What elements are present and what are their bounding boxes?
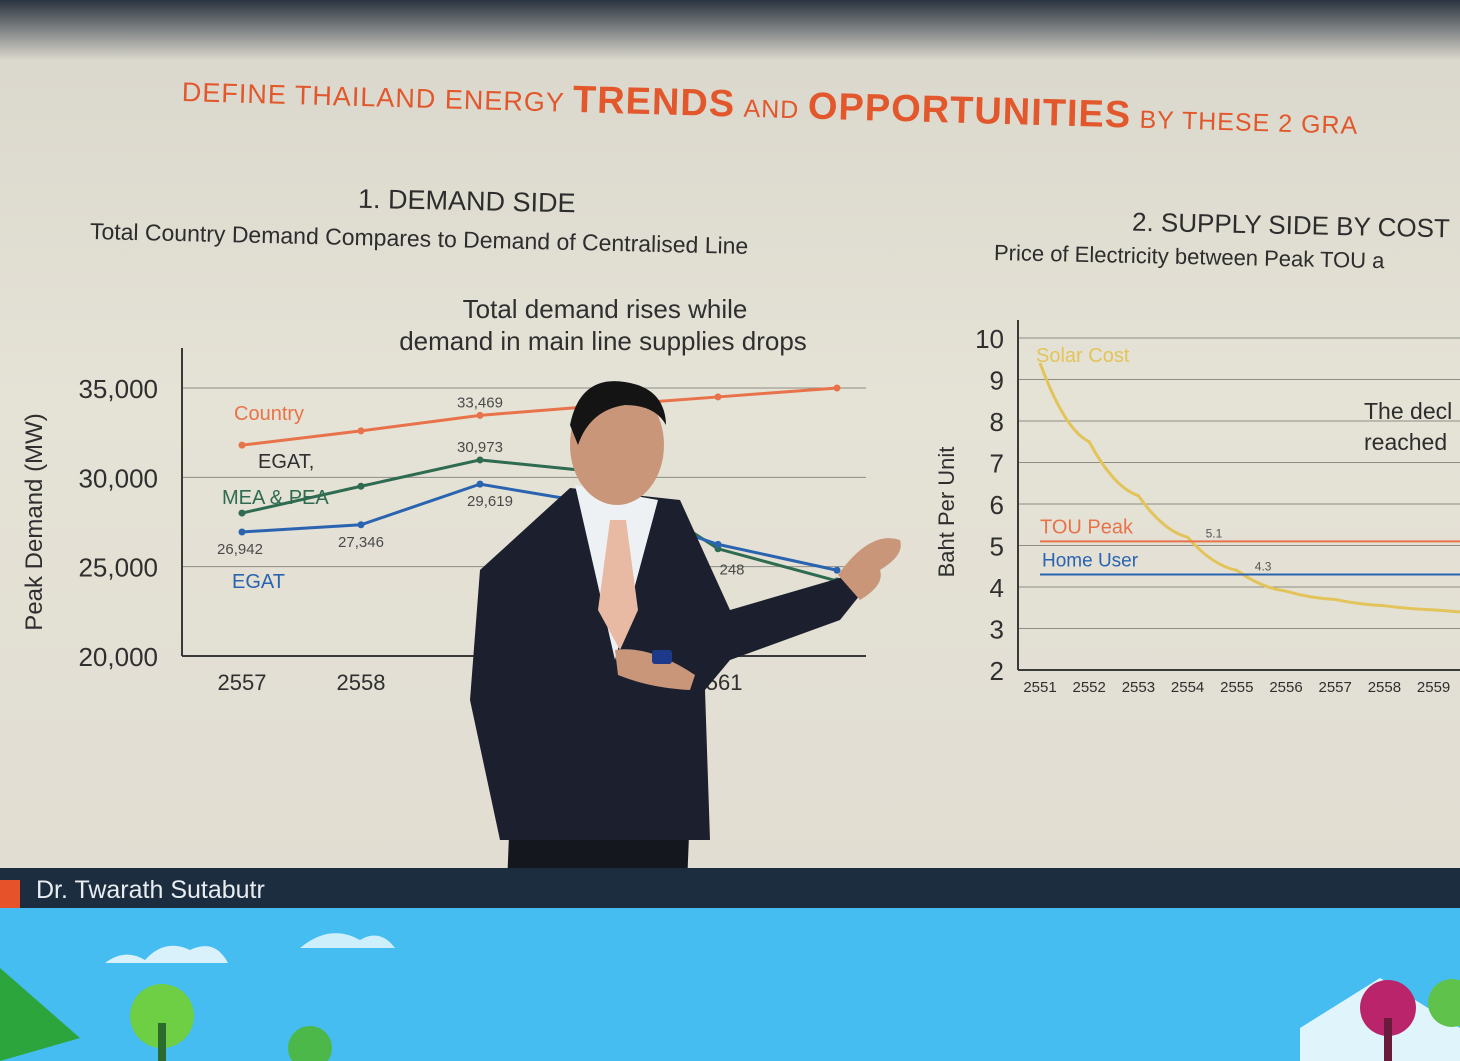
demand-data-label: 27,346 xyxy=(338,534,384,551)
supply-x-tick: 2559 xyxy=(1417,679,1450,696)
legend-egat: EGAT xyxy=(232,571,285,593)
supply-y-tick: 8 xyxy=(990,407,1004,437)
demand-point xyxy=(357,482,365,490)
headline-part5: BY THESE 2 GRA xyxy=(1139,105,1359,140)
supply-x-tick: 2558 xyxy=(1368,679,1401,696)
supply-x-tick: 2555 xyxy=(1220,679,1253,696)
supply-x-tick: 2552 xyxy=(1073,679,1106,696)
footer-tree-4 xyxy=(1428,979,1460,1027)
headline-trends: TRENDS xyxy=(572,78,736,126)
demand-y-tick: 35,000 xyxy=(78,374,158,404)
supply-chart: 2 3 4 5 6 7 8 9 10 2551 2552 2553 2554 2555 2556 2557 25… xyxy=(934,320,1460,696)
footer-hill-left xyxy=(0,968,80,1061)
presenter-left-hand xyxy=(615,649,695,690)
demand-series-line xyxy=(241,482,838,572)
supply-y-tick: 6 xyxy=(990,490,1004,520)
presenter-hair xyxy=(570,381,666,445)
footer-tree-2 xyxy=(288,1026,332,1061)
headline-opportunities: OPPORTUNITIES xyxy=(807,85,1132,137)
footer-cloud-left xyxy=(105,945,228,963)
projection-screen xyxy=(0,0,1460,880)
demand-y-tick: 30,000 xyxy=(78,463,158,493)
supply-note-line2: reached xyxy=(1364,429,1448,455)
demand-series-line xyxy=(241,458,838,583)
demand-series-line xyxy=(241,386,838,447)
demand-point xyxy=(476,480,484,488)
slide-number-badge xyxy=(0,880,20,910)
supply-x-tick: 2553 xyxy=(1122,679,1155,696)
supply-data-label: 4.3 xyxy=(1255,560,1272,574)
footer-illustration xyxy=(0,908,1460,1061)
headline-part1: DEFINE THAILAND ENERGY xyxy=(181,77,565,118)
supply-x-tick: 2551 xyxy=(1023,679,1056,696)
legend-mea-pea: MEA & PEA xyxy=(222,487,329,509)
footer-sky xyxy=(0,908,1460,1061)
legend-tou-peak: TOU Peak xyxy=(1040,516,1134,538)
demand-data-label: 30,973 xyxy=(457,439,503,456)
demand-callout-line2: demand in main line supplies drops xyxy=(399,326,807,356)
demand-point xyxy=(238,509,246,517)
demand-data-label: 29,619 xyxy=(467,493,513,510)
supply-y-tick: 5 xyxy=(990,532,1004,562)
demand-data-label: 248 xyxy=(719,561,744,578)
headline-and: AND xyxy=(743,94,800,125)
presenter-right-hand xyxy=(838,538,901,600)
demand-data-label: 26,942 xyxy=(217,541,263,558)
demand-point xyxy=(714,540,722,548)
supply-y-tick: 3 xyxy=(990,615,1004,645)
legend-egat-line1: EGAT, xyxy=(258,451,314,473)
demand-y-axis-label: Peak Demand (MW) xyxy=(21,413,48,630)
demand-point xyxy=(238,528,246,536)
legend-solar-cost: Solar Cost xyxy=(1036,345,1130,367)
speaker-name: Dr. Twarath Sutabutr xyxy=(36,876,265,904)
demand-point xyxy=(238,441,246,449)
screen-top-shadow xyxy=(0,0,1460,60)
footer-cloud-mid xyxy=(300,933,395,948)
supply-y-tick: 10 xyxy=(975,324,1004,354)
demand-point xyxy=(357,521,365,529)
demand-data-label: 33,469 xyxy=(457,394,503,411)
supply-y-tick: 2 xyxy=(990,656,1004,686)
demand-point xyxy=(833,566,841,574)
footer-tree-3 xyxy=(1360,980,1416,1036)
demand-point xyxy=(357,427,365,435)
demand-x-tick: 2557 xyxy=(218,670,267,695)
presenter-tie xyxy=(598,520,638,650)
footer-trunk-1 xyxy=(158,1023,166,1061)
legend-home-user: Home User xyxy=(1042,551,1139,572)
legend-country: Country xyxy=(234,403,304,425)
supply-x-tick: 2556 xyxy=(1269,679,1302,696)
supply-x-tick: 2557 xyxy=(1319,679,1352,696)
demand-heading: 1. DEMAND SIDE xyxy=(357,183,576,219)
footer-bar xyxy=(0,868,1460,908)
demand-callout-line1: Total demand rises while xyxy=(463,294,748,324)
supply-data-label: 5.1 xyxy=(1206,526,1223,540)
supply-heading: 2. SUPPLY SIDE BY COST xyxy=(1131,206,1451,244)
presenter-clicker xyxy=(652,650,672,664)
supply-y-axis-label: Baht Per Unit xyxy=(934,447,959,578)
demand-point xyxy=(833,384,841,392)
demand-y-tick: 25,000 xyxy=(78,553,158,583)
demand-point xyxy=(476,456,484,464)
supply-y-tick: 7 xyxy=(990,449,1004,479)
footer-trunk-3 xyxy=(1384,1018,1392,1061)
footer-tree-1 xyxy=(130,984,194,1048)
supply-y-tick: 4 xyxy=(990,573,1004,603)
demand-y-tick: 20,000 xyxy=(78,642,158,672)
demand-point xyxy=(476,411,484,419)
supply-note-line1: The decl xyxy=(1364,398,1453,424)
demand-point xyxy=(714,393,722,401)
demand-x-tick: 2558 xyxy=(337,670,386,695)
supply-x-tick: 2554 xyxy=(1171,679,1204,696)
supply-series-solar xyxy=(1038,362,1460,614)
supply-y-tick: 9 xyxy=(990,366,1004,396)
